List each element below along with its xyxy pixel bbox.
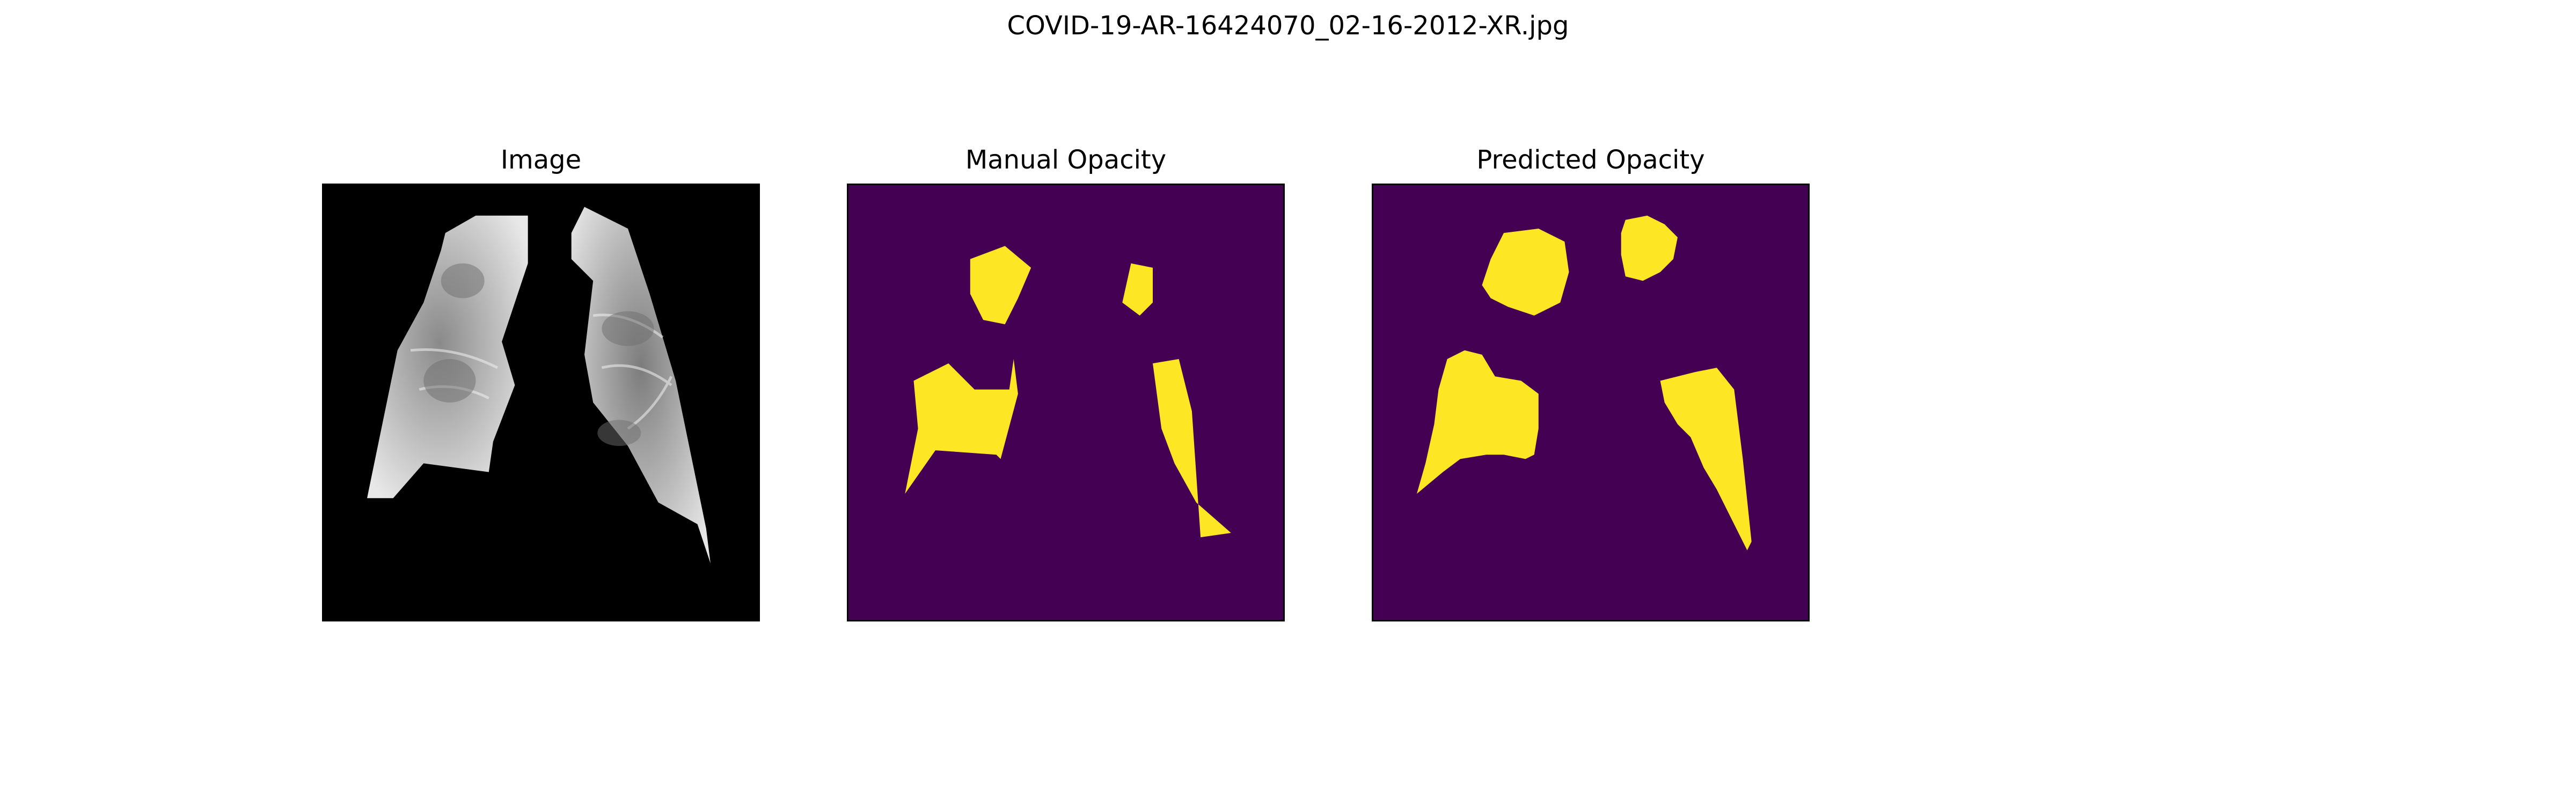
- panel-title-predicted-opacity: Predicted Opacity: [1476, 145, 1705, 175]
- panel-title-image: Image: [500, 145, 582, 175]
- panel-image: [322, 184, 760, 621]
- figure-title: COVID-19-AR-16424070_02-16-2012-XR.jpg: [1007, 11, 1569, 41]
- predicted-region-lower-left: [1417, 350, 1539, 494]
- right-lung-region: [571, 207, 711, 564]
- predicted-region-upper-right: [1621, 215, 1678, 281]
- manual-opacity-mask: [848, 185, 1283, 620]
- panel-manual-opacity: [847, 184, 1285, 621]
- manual-region-lower-left: [905, 359, 1018, 494]
- manual-region-lower-right: [1153, 359, 1231, 538]
- manual-region-upper-left: [970, 246, 1031, 325]
- manual-region-upper-right: [1122, 263, 1153, 316]
- chest-xray-image: [324, 185, 758, 620]
- predicted-region-lower-right: [1660, 368, 1752, 551]
- panel-title-manual-opacity: Manual Opacity: [965, 145, 1167, 175]
- predicted-opacity-mask: [1373, 185, 1808, 620]
- panel-predicted-opacity: [1372, 184, 1810, 621]
- predicted-region-upper-left: [1482, 229, 1569, 316]
- left-lung-region: [367, 215, 528, 499]
